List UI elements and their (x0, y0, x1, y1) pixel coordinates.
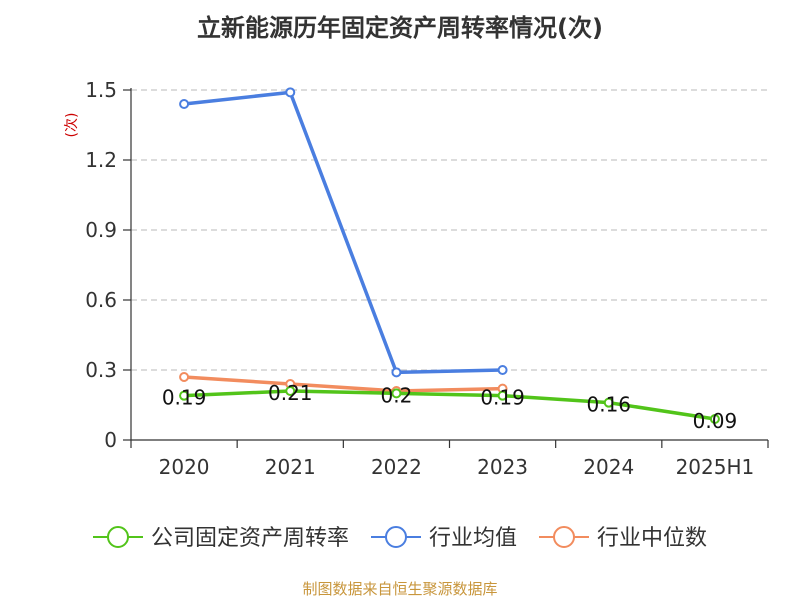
data-label: 0.16 (586, 393, 631, 417)
data-label: 0.21 (268, 381, 313, 405)
y-axis-label: (次) (64, 113, 80, 138)
y-tick-label: 0.6 (85, 288, 117, 312)
x-tick-label: 2021 (265, 455, 316, 479)
series-line (184, 389, 716, 421)
data-label: 0.09 (693, 409, 738, 433)
data-point (285, 87, 296, 98)
data-label: 0.19 (480, 386, 525, 410)
data-point (285, 386, 296, 396)
source-note: 制图数据来自恒生聚源数据库 (302, 580, 498, 598)
data-point (603, 397, 614, 408)
chart-title: 立新能源历年固定资产周转率情况(次) (197, 14, 603, 42)
y-tick-label: 0.9 (85, 218, 117, 242)
data-point (179, 390, 190, 401)
legend-marker (385, 526, 407, 548)
data-point (179, 372, 190, 382)
legend-label: 公司固定资产周转率 (151, 526, 349, 551)
legend-marker (553, 526, 575, 548)
data-point (179, 99, 190, 109)
y-tick-label: 0.3 (85, 358, 117, 382)
legend-marker (107, 526, 129, 548)
data-point (497, 365, 508, 375)
x-tick-label: 2025H1 (676, 455, 755, 479)
legend-label: 行业中位数 (597, 526, 707, 551)
x-tick-label: 2023 (477, 455, 528, 479)
series-line (183, 375, 503, 393)
y-tick-label: 1.5 (85, 78, 117, 102)
x-tick-label: 2024 (583, 455, 634, 479)
data-label: 0.19 (162, 386, 207, 410)
legend-label: 行业均值 (429, 526, 517, 551)
y-tick-label: 1.2 (85, 148, 117, 172)
data-point (497, 390, 508, 401)
data-label: 0.2 (381, 383, 413, 407)
data-point (391, 388, 402, 399)
data-point (709, 414, 720, 424)
x-tick-label: 2022 (371, 455, 422, 479)
y-tick-label: 0 (104, 428, 117, 452)
data-point (391, 367, 402, 378)
x-tick-label: 2020 (159, 455, 210, 479)
series-line (183, 90, 503, 375)
